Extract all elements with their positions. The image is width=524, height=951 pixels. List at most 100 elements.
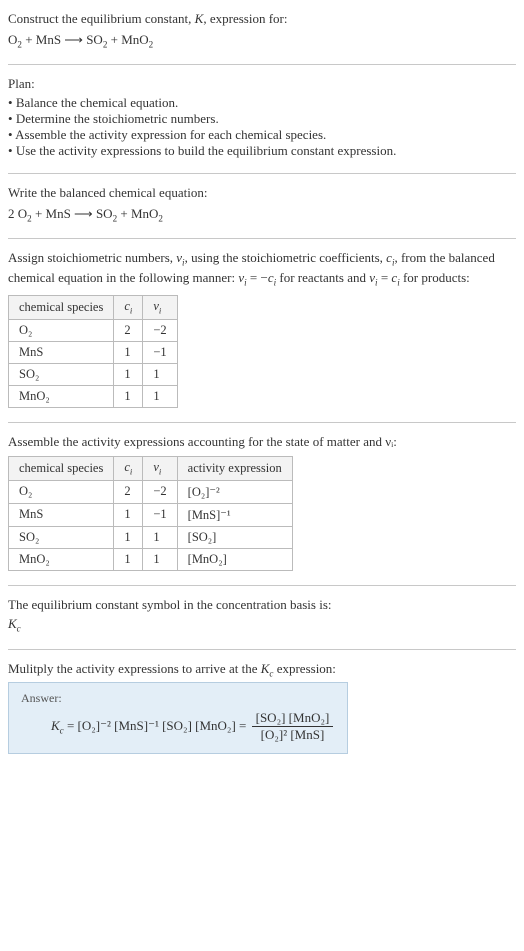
cell: −1 bbox=[143, 341, 177, 363]
st-a: Assign stoichiometric numbers, bbox=[8, 250, 176, 265]
cell: 2 bbox=[114, 319, 143, 341]
table-row: chemical species ci νi bbox=[9, 296, 178, 320]
answer-lhs: Kc bbox=[51, 718, 64, 736]
mult-a: Mulitply the activity expressions to arr… bbox=[8, 661, 261, 676]
kc-symbol-section: The equilibrium constant symbol in the c… bbox=[8, 596, 516, 635]
table-row: chemical species ci νi activity expressi… bbox=[9, 457, 293, 481]
balanced-equation: 2 O2 + MnS ⟶ SO2 + MnO2 bbox=[8, 205, 516, 225]
balanced-section: Write the balanced chemical equation: 2 … bbox=[8, 184, 516, 224]
bal-mid: + MnS ⟶ SO bbox=[32, 206, 113, 221]
kc-symbol: Kc bbox=[8, 615, 516, 635]
mult-b: expression: bbox=[273, 661, 335, 676]
cell: 1 bbox=[114, 503, 143, 526]
activity-table: chemical species ci νi activity expressi… bbox=[8, 456, 293, 571]
answer-mid: = [O₂]⁻² [MnS]⁻¹ [SO₂] [MnO₂] = bbox=[64, 718, 250, 734]
intro-section: Construct the equilibrium constant, K, e… bbox=[8, 10, 516, 50]
divider bbox=[8, 585, 516, 586]
cell: MnO₂ bbox=[9, 385, 114, 407]
cell: [O₂]⁻² bbox=[177, 480, 292, 503]
answer-equation: Kc = [O₂]⁻² [MnS]⁻¹ [SO₂] [MnO₂] = [SO₂]… bbox=[21, 710, 335, 743]
table-row: SO₂11 bbox=[9, 363, 178, 385]
th-ci: ci bbox=[114, 296, 143, 320]
intro-equation: O2 + MnS ⟶ SO2 + MnO2 bbox=[8, 31, 516, 51]
table-row: O₂2−2[O₂]⁻² bbox=[9, 480, 293, 503]
answer-label: Answer: bbox=[21, 691, 335, 706]
cell: −2 bbox=[143, 480, 177, 503]
cell: SO₂ bbox=[9, 363, 114, 385]
plan-section: Plan: Balance the chemical equation. Det… bbox=[8, 75, 516, 159]
fraction-denominator: [O₂]² [MnS] bbox=[252, 727, 334, 743]
activity-paragraph: Assemble the activity expressions accoun… bbox=[8, 433, 516, 451]
plan-item-4: Use the activity expressions to build th… bbox=[8, 143, 516, 159]
cell: 1 bbox=[114, 341, 143, 363]
answer-box: Answer: Kc = [O₂]⁻² [MnS]⁻¹ [SO₂] [MnO₂]… bbox=[8, 682, 348, 754]
stoich-section: Assign stoichiometric numbers, νi , using… bbox=[8, 249, 516, 407]
cell: 1 bbox=[114, 548, 143, 570]
cell: [MnS]⁻¹ bbox=[177, 503, 292, 526]
cell: MnO₂ bbox=[9, 548, 114, 570]
intro-text-b: , expression for: bbox=[203, 11, 287, 26]
cell: −2 bbox=[143, 319, 177, 341]
divider bbox=[8, 173, 516, 174]
cell: 1 bbox=[143, 548, 177, 570]
plan-item-1: Balance the chemical equation. bbox=[8, 95, 516, 111]
activity-text: Assemble the activity expressions accoun… bbox=[8, 434, 397, 449]
multiply-section: Mulitply the activity expressions to arr… bbox=[8, 660, 516, 754]
divider bbox=[8, 422, 516, 423]
cell: O₂ bbox=[9, 319, 114, 341]
eq-o: O bbox=[8, 32, 17, 47]
bal-pre: 2 O bbox=[8, 206, 27, 221]
table-row: SO₂11[SO₂] bbox=[9, 526, 293, 548]
st-eq2: = bbox=[378, 270, 392, 285]
intro-text-a: Construct the equilibrium constant, bbox=[8, 11, 195, 26]
kc-symbol-text: The equilibrium constant symbol in the c… bbox=[8, 596, 516, 614]
intro-line1: Construct the equilibrium constant, K, e… bbox=[8, 10, 516, 28]
table-row: MnS1−1[MnS]⁻¹ bbox=[9, 503, 293, 526]
cell: 1 bbox=[143, 385, 177, 407]
cell: SO₂ bbox=[9, 526, 114, 548]
table-row: MnO₂11 bbox=[9, 385, 178, 407]
plan-item-2: Determine the stoichiometric numbers. bbox=[8, 111, 516, 127]
th-nui: νi bbox=[143, 296, 177, 320]
stoich-paragraph: Assign stoichiometric numbers, νi, using… bbox=[8, 249, 516, 289]
cell: 2 bbox=[114, 480, 143, 503]
eq-sub2-c: 2 bbox=[149, 39, 154, 49]
activity-section: Assemble the activity expressions accoun… bbox=[8, 433, 516, 571]
st-f: for products: bbox=[400, 270, 470, 285]
eq-end: + MnO bbox=[107, 32, 148, 47]
cell: [MnO₂] bbox=[177, 548, 292, 570]
cell: MnS bbox=[9, 341, 114, 363]
bal-post: + MnO bbox=[117, 206, 158, 221]
answer-fraction: [SO₂] [MnO₂] [O₂]² [MnS] bbox=[252, 710, 334, 743]
divider bbox=[8, 64, 516, 65]
cell: [SO₂] bbox=[177, 526, 292, 548]
stoich-table: chemical species ci νi O₂2−2 MnS1−1 SO₂1… bbox=[8, 295, 178, 408]
th-ci: ci bbox=[114, 457, 143, 481]
table-row: O₂2−2 bbox=[9, 319, 178, 341]
st-e: for reactants and bbox=[276, 270, 369, 285]
bal-sub-c: 2 bbox=[158, 213, 163, 223]
plan-item-3: Assemble the activity expression for eac… bbox=[8, 127, 516, 143]
table-row: MnS1−1 bbox=[9, 341, 178, 363]
th-species: chemical species bbox=[9, 296, 114, 320]
th-species: chemical species bbox=[9, 457, 114, 481]
plan-list: Balance the chemical equation. Determine… bbox=[8, 95, 516, 159]
plan-title: Plan: bbox=[8, 75, 516, 93]
cell: 1 bbox=[114, 526, 143, 548]
cell: −1 bbox=[143, 503, 177, 526]
cell: 1 bbox=[143, 526, 177, 548]
cell: 1 bbox=[143, 363, 177, 385]
st-b: , using the stoichiometric coefficients, bbox=[185, 250, 387, 265]
st-eq1: = − bbox=[247, 270, 268, 285]
th-activity: activity expression bbox=[177, 457, 292, 481]
multiply-paragraph: Mulitply the activity expressions to arr… bbox=[8, 660, 516, 680]
cell: 1 bbox=[114, 363, 143, 385]
cell: O₂ bbox=[9, 480, 114, 503]
divider bbox=[8, 649, 516, 650]
eq-mid: + MnS ⟶ SO bbox=[22, 32, 103, 47]
divider bbox=[8, 238, 516, 239]
fraction-numerator: [SO₂] [MnO₂] bbox=[252, 710, 334, 727]
balanced-title: Write the balanced chemical equation: bbox=[8, 184, 516, 202]
table-row: MnO₂11[MnO₂] bbox=[9, 548, 293, 570]
cell: 1 bbox=[114, 385, 143, 407]
